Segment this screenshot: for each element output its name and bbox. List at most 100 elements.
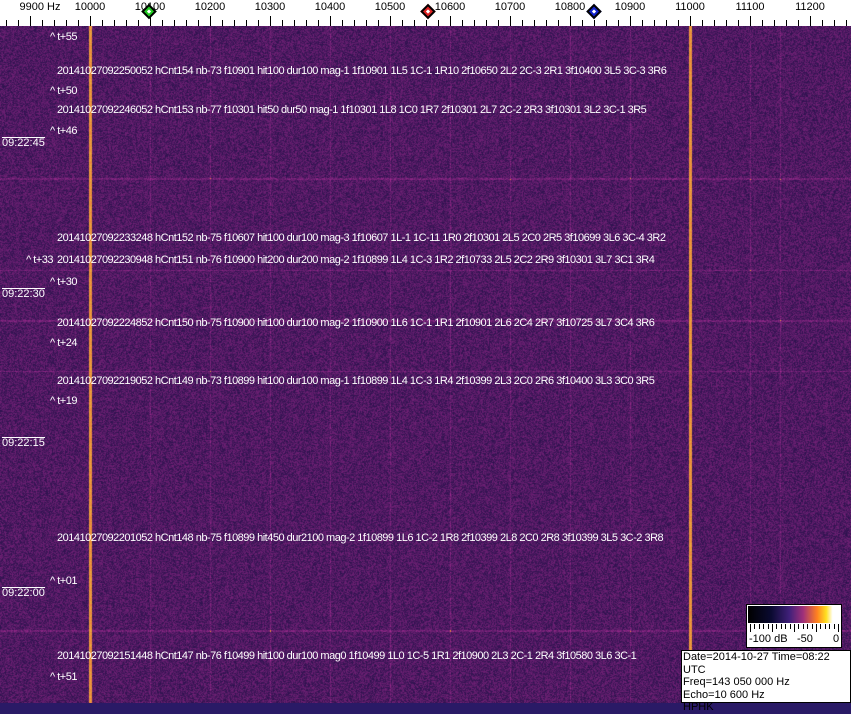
ruler-tick	[222, 20, 223, 26]
ruler-tick	[702, 20, 703, 26]
ruler-tick	[390, 16, 391, 26]
scale-tick	[780, 624, 782, 629]
info-echo: Echo=10 600 Hz	[683, 688, 765, 701]
ruler-tick	[738, 20, 739, 26]
ruler-tick	[678, 20, 679, 26]
scale-tick	[754, 624, 756, 629]
ruler-tick	[90, 16, 91, 26]
frequency-label: 11000	[675, 1, 705, 13]
ruler-tick	[66, 20, 67, 26]
ruler-tick	[510, 16, 511, 26]
ruler-tick	[306, 20, 307, 26]
scale-label-max: 0	[833, 633, 840, 645]
ruler-tick	[258, 20, 259, 26]
ruler-tick	[282, 20, 283, 26]
ruler-tick	[150, 16, 151, 26]
ruler-tick	[690, 16, 691, 26]
color-scale-legend: -100 dB -50 0	[746, 604, 842, 648]
ruler-tick	[54, 20, 55, 26]
time-offset-label: ^ t+01	[50, 575, 77, 587]
ruler-tick	[786, 20, 787, 26]
scale-label-mid: -50	[797, 633, 813, 645]
ruler-tick	[846, 20, 847, 26]
scale-tick	[789, 624, 791, 629]
ruler-tick	[210, 16, 211, 26]
scale-tick	[811, 624, 813, 629]
ruler-tick	[354, 20, 355, 26]
ruler-tick	[594, 20, 595, 26]
frequency-label: 10800	[554, 1, 586, 13]
ruler-tick	[654, 20, 655, 26]
ruler-tick	[294, 20, 295, 26]
ruler-tick	[450, 16, 451, 26]
ruler-tick	[486, 20, 487, 26]
ruler-tick	[474, 20, 475, 26]
detection-record: 20141027092250052 hCnt154 nb-73 f10901 h…	[57, 65, 667, 77]
detection-record: 20141027092151448 hCnt147 nb-76 f10499 h…	[57, 650, 637, 662]
scale-tick	[772, 624, 773, 632]
frequency-label: 10400	[314, 1, 346, 13]
blue-marker-icon[interactable]	[586, 3, 602, 20]
frequency-label: 11100	[735, 1, 765, 13]
frequency-label: 10900	[614, 1, 646, 13]
detection-record: 20141027092201052 hCnt148 nb-75 f10899 h…	[57, 532, 664, 544]
ruler-tick	[642, 20, 643, 26]
ruler-tick	[246, 20, 247, 26]
ruler-tick	[834, 20, 835, 26]
ruler-tick	[462, 20, 463, 26]
scale-tick	[767, 624, 769, 629]
frequency-label: 10200	[194, 1, 226, 13]
detection-record: 20141027092246052 hCnt153 nb-77 f10301 h…	[57, 104, 647, 116]
ruler-tick	[18, 20, 19, 26]
frequency-label: 9900 Hz	[19, 1, 61, 13]
ruler-tick	[558, 20, 559, 26]
ruler-tick	[810, 16, 811, 26]
ruler-tick	[798, 20, 799, 26]
ruler-tick	[42, 20, 43, 26]
ruler-tick	[198, 20, 199, 26]
time-mark: 09:22:00	[2, 587, 45, 599]
frequency-label: 10600	[434, 1, 466, 13]
ruler-tick	[750, 16, 751, 26]
scale-tick	[750, 624, 751, 632]
frequency-label: 11200	[795, 1, 825, 13]
ruler-tick	[102, 20, 103, 26]
red-marker-icon[interactable]	[420, 3, 436, 20]
time-offset-label: ^ t+55	[50, 31, 77, 43]
frequency-ruler[interactable]: 9900 Hz100001010010200103001040010500106…	[0, 0, 851, 26]
time-offset-label: ^ t+19	[50, 395, 77, 407]
detection-record: 20141027092219052 hCnt149 nb-73 f10899 h…	[57, 375, 655, 387]
scale-tick	[838, 624, 839, 632]
ruler-tick	[318, 20, 319, 26]
ruler-tick	[114, 20, 115, 26]
scale-tick	[829, 624, 831, 629]
time-offset-label: ^ t+30	[50, 276, 77, 288]
ruler-tick	[234, 20, 235, 26]
ruler-tick	[522, 20, 523, 26]
scale-tick	[776, 624, 778, 629]
scale-label-min: -100 dB	[749, 633, 788, 645]
scale-tick	[820, 624, 822, 629]
time-offset-label: ^ t+46	[50, 125, 77, 137]
ruler-tick	[762, 20, 763, 26]
ruler-tick	[570, 16, 571, 26]
ruler-tick	[630, 16, 631, 26]
ruler-tick	[606, 20, 607, 26]
ruler-tick	[174, 20, 175, 26]
ruler-tick	[330, 16, 331, 26]
info-box: Date=2014-10-27 Time=08:22 UTC Freq=143 …	[681, 650, 851, 713]
time-offset-label: ^ t+50	[50, 85, 77, 97]
ruler-tick	[666, 20, 667, 26]
ruler-tick	[714, 20, 715, 26]
scale-tick	[807, 624, 809, 629]
ruler-tick	[30, 16, 31, 26]
ruler-tick	[726, 20, 727, 26]
frequency-label: 10300	[254, 1, 286, 13]
scale-tick	[758, 624, 760, 629]
ruler-tick	[402, 20, 403, 26]
scale-tick	[802, 624, 804, 629]
scale-tick	[833, 624, 835, 629]
ruler-tick	[126, 20, 127, 26]
time-offset-label: ^ t+33	[26, 254, 53, 266]
ruler-tick	[6, 20, 7, 26]
